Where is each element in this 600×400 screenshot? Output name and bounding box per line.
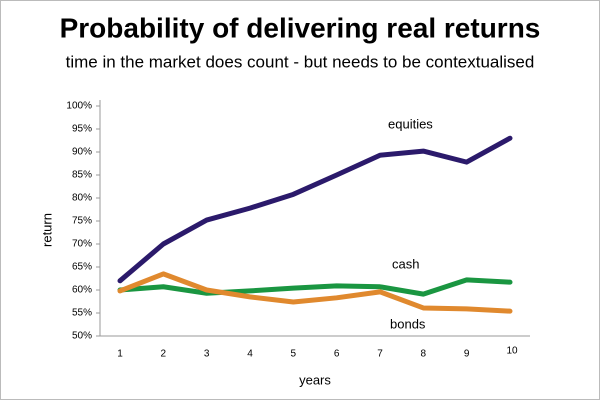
y-tick-label: 55% [72, 308, 92, 319]
y-tick-label: 85% [72, 170, 92, 181]
y-tick-label: 100% [66, 101, 92, 112]
x-axis-title: years [299, 372, 331, 387]
series-line [117, 277, 513, 297]
y-axis-title: return [39, 213, 54, 247]
y-tick-label: 75% [72, 216, 92, 227]
series-line [117, 271, 513, 314]
y-tick-label: 50% [72, 331, 92, 342]
series-label: bonds [390, 316, 426, 331]
x-tick-label: 7 [377, 349, 383, 360]
y-tick-label: 60% [72, 285, 92, 296]
y-tick-label: 95% [72, 124, 92, 135]
x-tick-label: 6 [334, 349, 340, 360]
y-tick-label: 65% [72, 262, 92, 273]
x-tick-label: 9 [464, 349, 470, 360]
x-tick-label: 4 [247, 349, 253, 360]
x-tick-label: 2 [161, 349, 167, 360]
x-tick-label: 5 [291, 349, 297, 360]
y-tick-label: 70% [72, 239, 92, 250]
x-tick-label: 8 [421, 349, 427, 360]
series-line [117, 135, 513, 284]
chart-subtitle: time in the market does count - but need… [66, 52, 535, 71]
y-tick-label: 80% [72, 193, 92, 204]
x-tick-label: 1 [117, 349, 123, 360]
series-label: cash [392, 256, 419, 271]
chart-title: Probability of delivering real returns [60, 12, 541, 43]
x-tick-label: 3 [204, 349, 210, 360]
y-tick-label: 90% [72, 147, 92, 158]
series-label: equities [388, 116, 433, 131]
x-tick-label: 10 [506, 346, 518, 357]
